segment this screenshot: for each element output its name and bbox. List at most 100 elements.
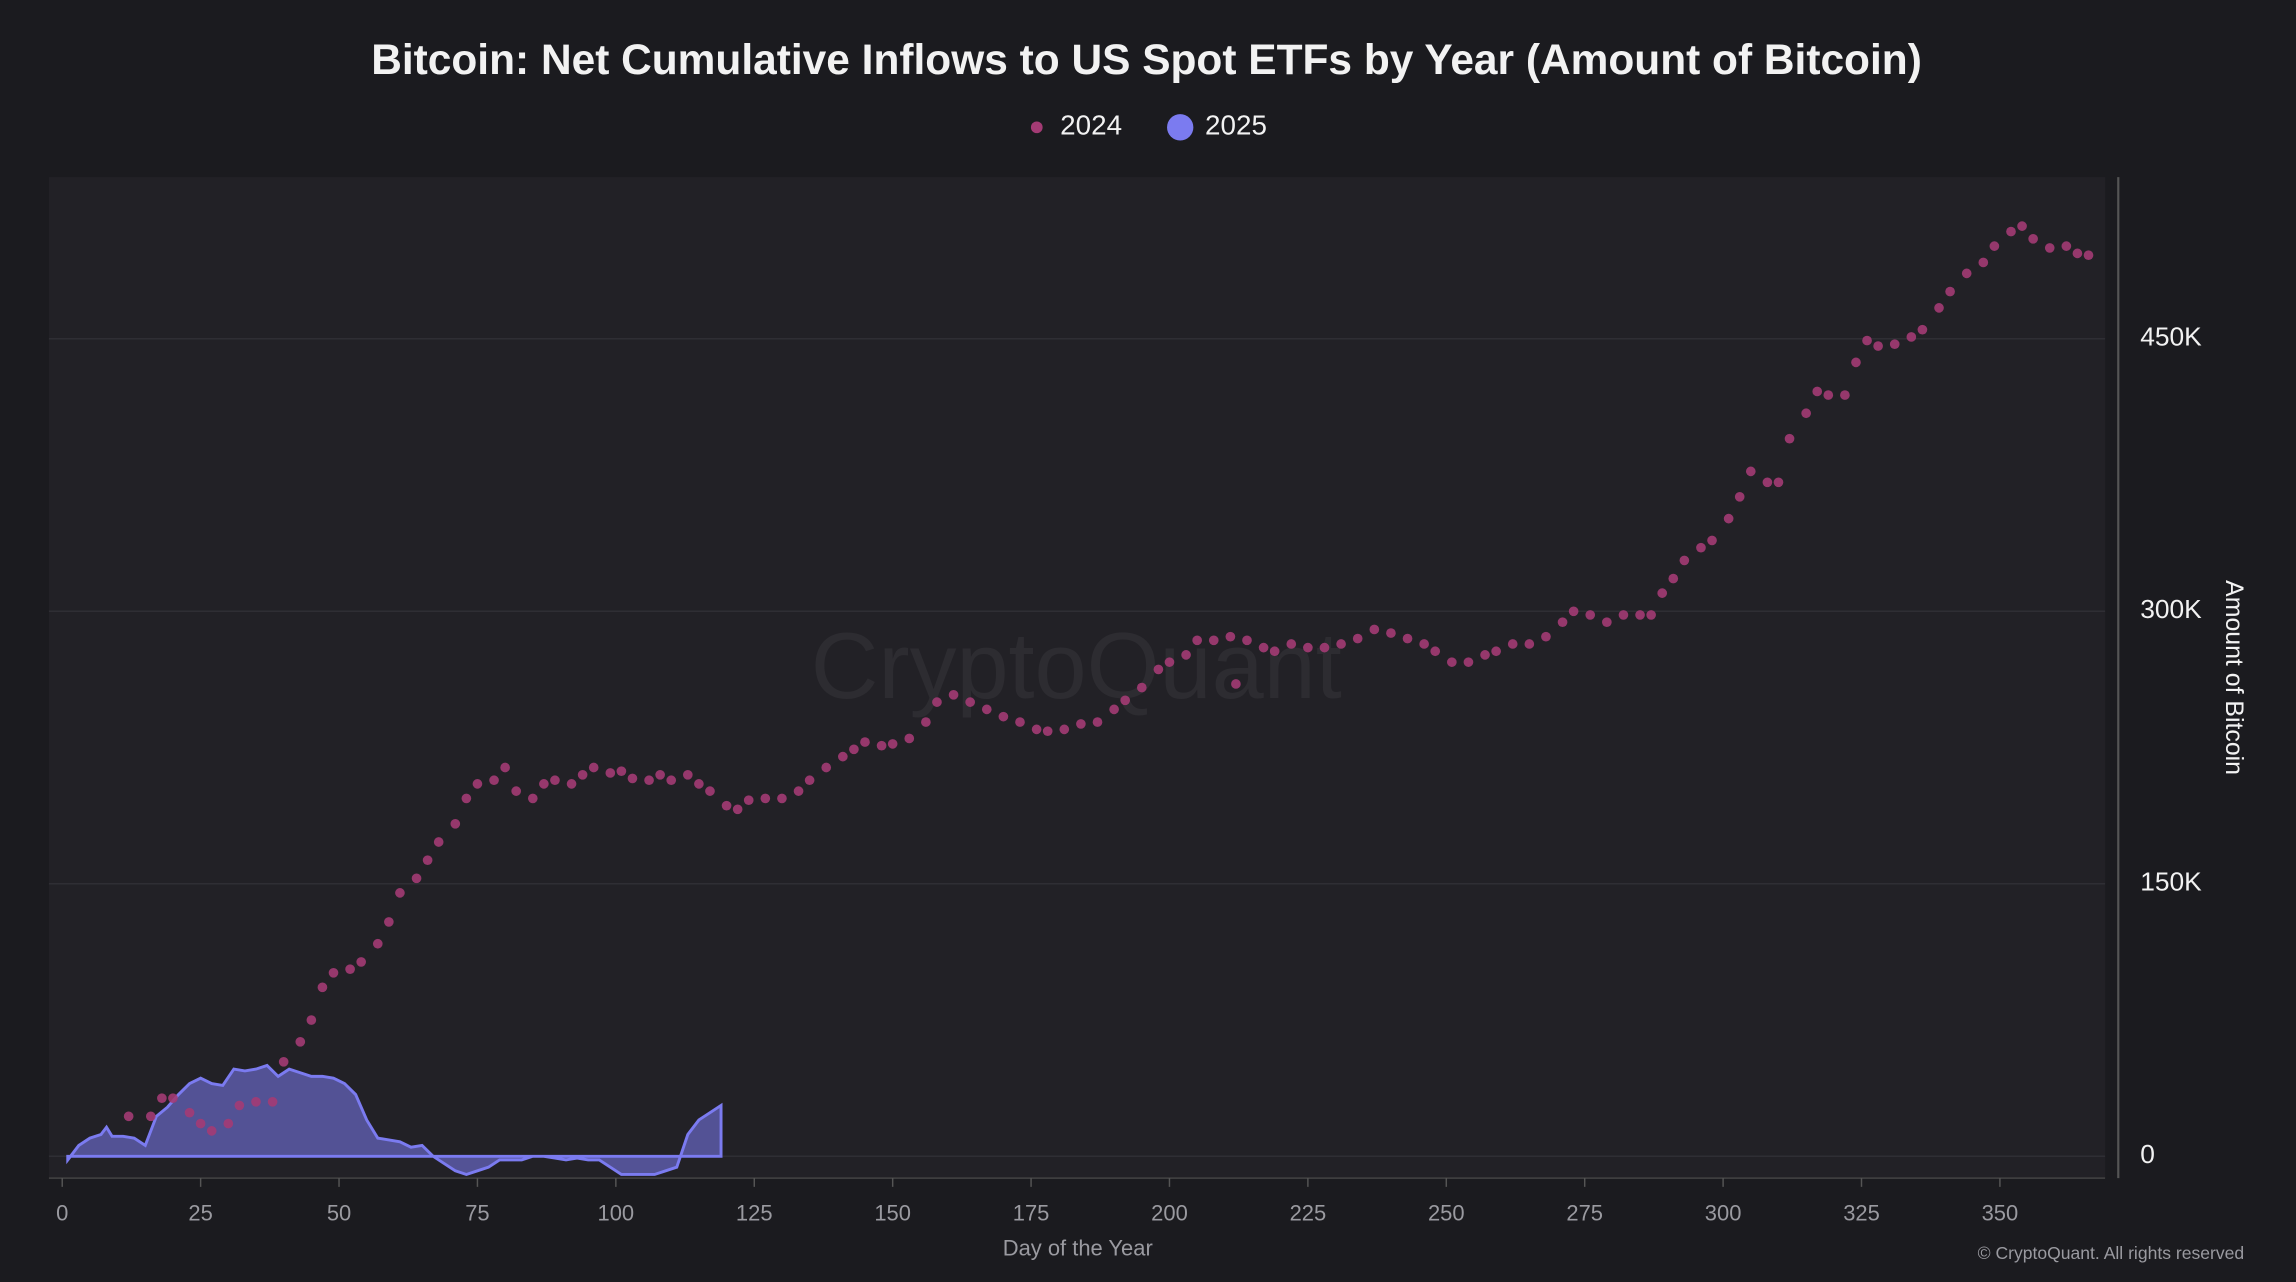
dot — [123, 1111, 134, 1122]
x-tick-label: 0 — [56, 1200, 68, 1225]
dot — [1961, 268, 1972, 279]
dot — [1031, 724, 1042, 735]
dot — [1557, 617, 1568, 628]
dot — [1823, 390, 1834, 400]
dot — [981, 704, 992, 715]
dot — [2017, 221, 2027, 231]
dot — [1446, 657, 1457, 667]
dot — [168, 1093, 178, 1103]
dot — [356, 957, 367, 967]
dot — [1269, 646, 1280, 657]
dot — [705, 786, 715, 796]
dot — [1092, 717, 1103, 727]
x-tick-label: 75 — [465, 1200, 489, 1225]
dot — [1042, 726, 1053, 737]
dot — [489, 775, 499, 786]
dot — [1635, 610, 1645, 620]
dot — [1657, 588, 1668, 598]
dot — [1242, 635, 1252, 646]
dot — [588, 762, 599, 773]
dot — [267, 1096, 278, 1107]
dot — [1945, 286, 1955, 297]
dot — [1402, 633, 1413, 644]
dot — [1491, 646, 1501, 657]
dot — [760, 793, 771, 804]
dot — [1386, 628, 1396, 638]
dot — [932, 697, 942, 707]
dot — [295, 1037, 306, 1047]
dot — [1745, 466, 1756, 477]
x-tick-label: 200 — [1151, 1200, 1188, 1225]
dot — [577, 769, 588, 780]
x-tick-label: 300 — [1705, 1200, 1742, 1225]
dot — [1906, 332, 1917, 342]
dot — [1668, 573, 1679, 584]
dot — [1773, 477, 1784, 488]
dot — [1120, 695, 1131, 706]
watermark: CryptoQuant — [811, 613, 1342, 718]
x-tick-label: 175 — [1013, 1200, 1050, 1225]
x-tick-label: 25 — [188, 1200, 212, 1225]
plot-area — [48, 177, 2106, 1179]
dot — [145, 1111, 156, 1122]
dot — [2006, 226, 2016, 237]
dot — [1873, 341, 1883, 351]
chart-title: Bitcoin: Net Cumulative Inflows to US Sp… — [371, 36, 1922, 83]
dot — [965, 697, 976, 707]
dot — [860, 737, 870, 747]
dot — [411, 873, 422, 884]
x-tick-label: 150 — [874, 1200, 911, 1225]
dot — [1059, 724, 1070, 735]
dot — [1153, 664, 1164, 675]
dot — [1208, 635, 1219, 646]
dot — [1618, 610, 1629, 620]
dot — [732, 804, 743, 815]
dot — [539, 779, 549, 789]
dot — [1978, 257, 1989, 268]
dot — [278, 1056, 289, 1067]
y-tick-label: 300K — [2140, 594, 2202, 624]
dot — [500, 762, 510, 773]
x-tick-label: 325 — [1843, 1200, 1880, 1225]
dot — [1419, 639, 1429, 649]
dot — [2044, 243, 2055, 253]
dot — [793, 786, 804, 796]
legend-label: 2024 — [1060, 110, 1122, 141]
dot — [372, 938, 383, 949]
dot — [1840, 390, 1850, 400]
dot — [345, 964, 355, 975]
dot — [184, 1107, 195, 1118]
dot — [1231, 679, 1241, 689]
y-tick-label: 0 — [2140, 1139, 2155, 1169]
dot — [206, 1126, 217, 1136]
dot — [1762, 477, 1773, 488]
dot — [998, 711, 1009, 722]
dot — [1524, 639, 1535, 649]
dot — [1812, 386, 1823, 397]
dot — [306, 1015, 317, 1025]
dot — [627, 773, 638, 784]
dot — [616, 766, 627, 776]
x-tick-label: 225 — [1290, 1200, 1327, 1225]
dot — [234, 1100, 245, 1111]
dot — [251, 1096, 261, 1107]
dot — [655, 769, 665, 780]
dot — [384, 917, 394, 927]
dot — [1015, 717, 1025, 727]
x-tick-label: 275 — [1566, 1200, 1603, 1225]
dot — [1352, 633, 1363, 644]
x-tick-label: 125 — [736, 1200, 773, 1225]
dot — [317, 982, 328, 993]
y-tick-label: 150K — [2140, 867, 2202, 897]
dot — [1541, 631, 1551, 642]
legend-label: 2025 — [1205, 110, 1267, 141]
dot — [1109, 704, 1119, 715]
y-axis-title: Amount of Bitcoin — [2220, 580, 2248, 775]
dot — [2072, 248, 2083, 259]
dot — [1258, 642, 1269, 653]
dot — [1507, 639, 1518, 649]
dot — [422, 855, 433, 865]
dot — [1784, 433, 1795, 444]
dot — [1734, 491, 1745, 502]
